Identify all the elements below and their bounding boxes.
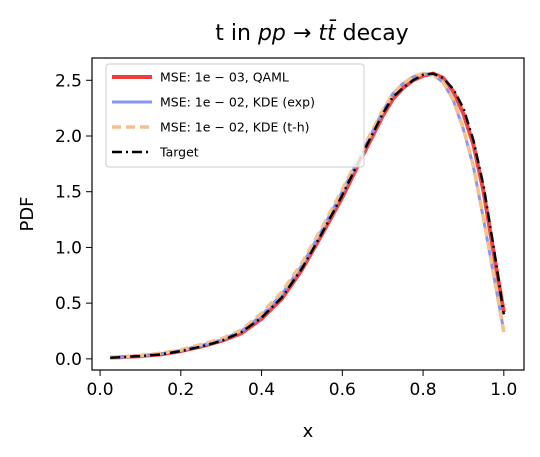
title-part: decay	[336, 21, 409, 46]
y-tick-label: 0.5	[55, 294, 82, 314]
x-tick-label: 1.0	[490, 380, 517, 400]
legend-label-2: MSE: 1e − 02, KDE (exp)	[160, 95, 315, 110]
y-tick-label: 0.0	[55, 350, 82, 370]
y-tick-label: 1.0	[55, 238, 82, 258]
legend-box	[105, 63, 365, 168]
x-tick-label: 0.4	[248, 380, 275, 400]
legend: MSE: 1e − 03, QAML MSE: 1e − 02, KDE (exp…	[105, 63, 365, 168]
x-tick-label: 0.0	[87, 380, 114, 400]
x-axis-label: x	[303, 421, 314, 442]
x-tick-label: 0.8	[410, 380, 437, 400]
legend-label-1: MSE: 1e − 03, QAML	[160, 70, 289, 85]
title-part: pp	[257, 21, 286, 46]
y-tick-label: 1.5	[55, 183, 82, 203]
legend-label-4: Target	[159, 145, 199, 160]
title-part: →	[286, 21, 318, 46]
x-axis-ticks: 0.0 0.2 0.4 0.6 0.8 1.0	[87, 370, 517, 400]
title-part: t	[318, 21, 328, 46]
y-axis-label: PDF	[17, 196, 38, 231]
plot-frame	[91, 57, 525, 371]
y-tick-label: 2.5	[55, 71, 82, 91]
x-tick-label: 0.2	[167, 380, 194, 400]
x-tick-label: 0.6	[329, 380, 356, 400]
title-part: t̄	[327, 20, 337, 46]
y-axis-ticks: 0.0 0.5 1.0 1.5 2.0 2.5	[55, 71, 92, 370]
y-tick-label: 2.0	[55, 127, 82, 147]
series-line-4	[110, 72, 506, 359]
title-part: t in	[215, 21, 258, 46]
legend-label-3: MSE: 1e − 02, KDE (t-h)	[160, 120, 310, 135]
chart-title: t in pp → tt̄ decay	[215, 20, 408, 46]
